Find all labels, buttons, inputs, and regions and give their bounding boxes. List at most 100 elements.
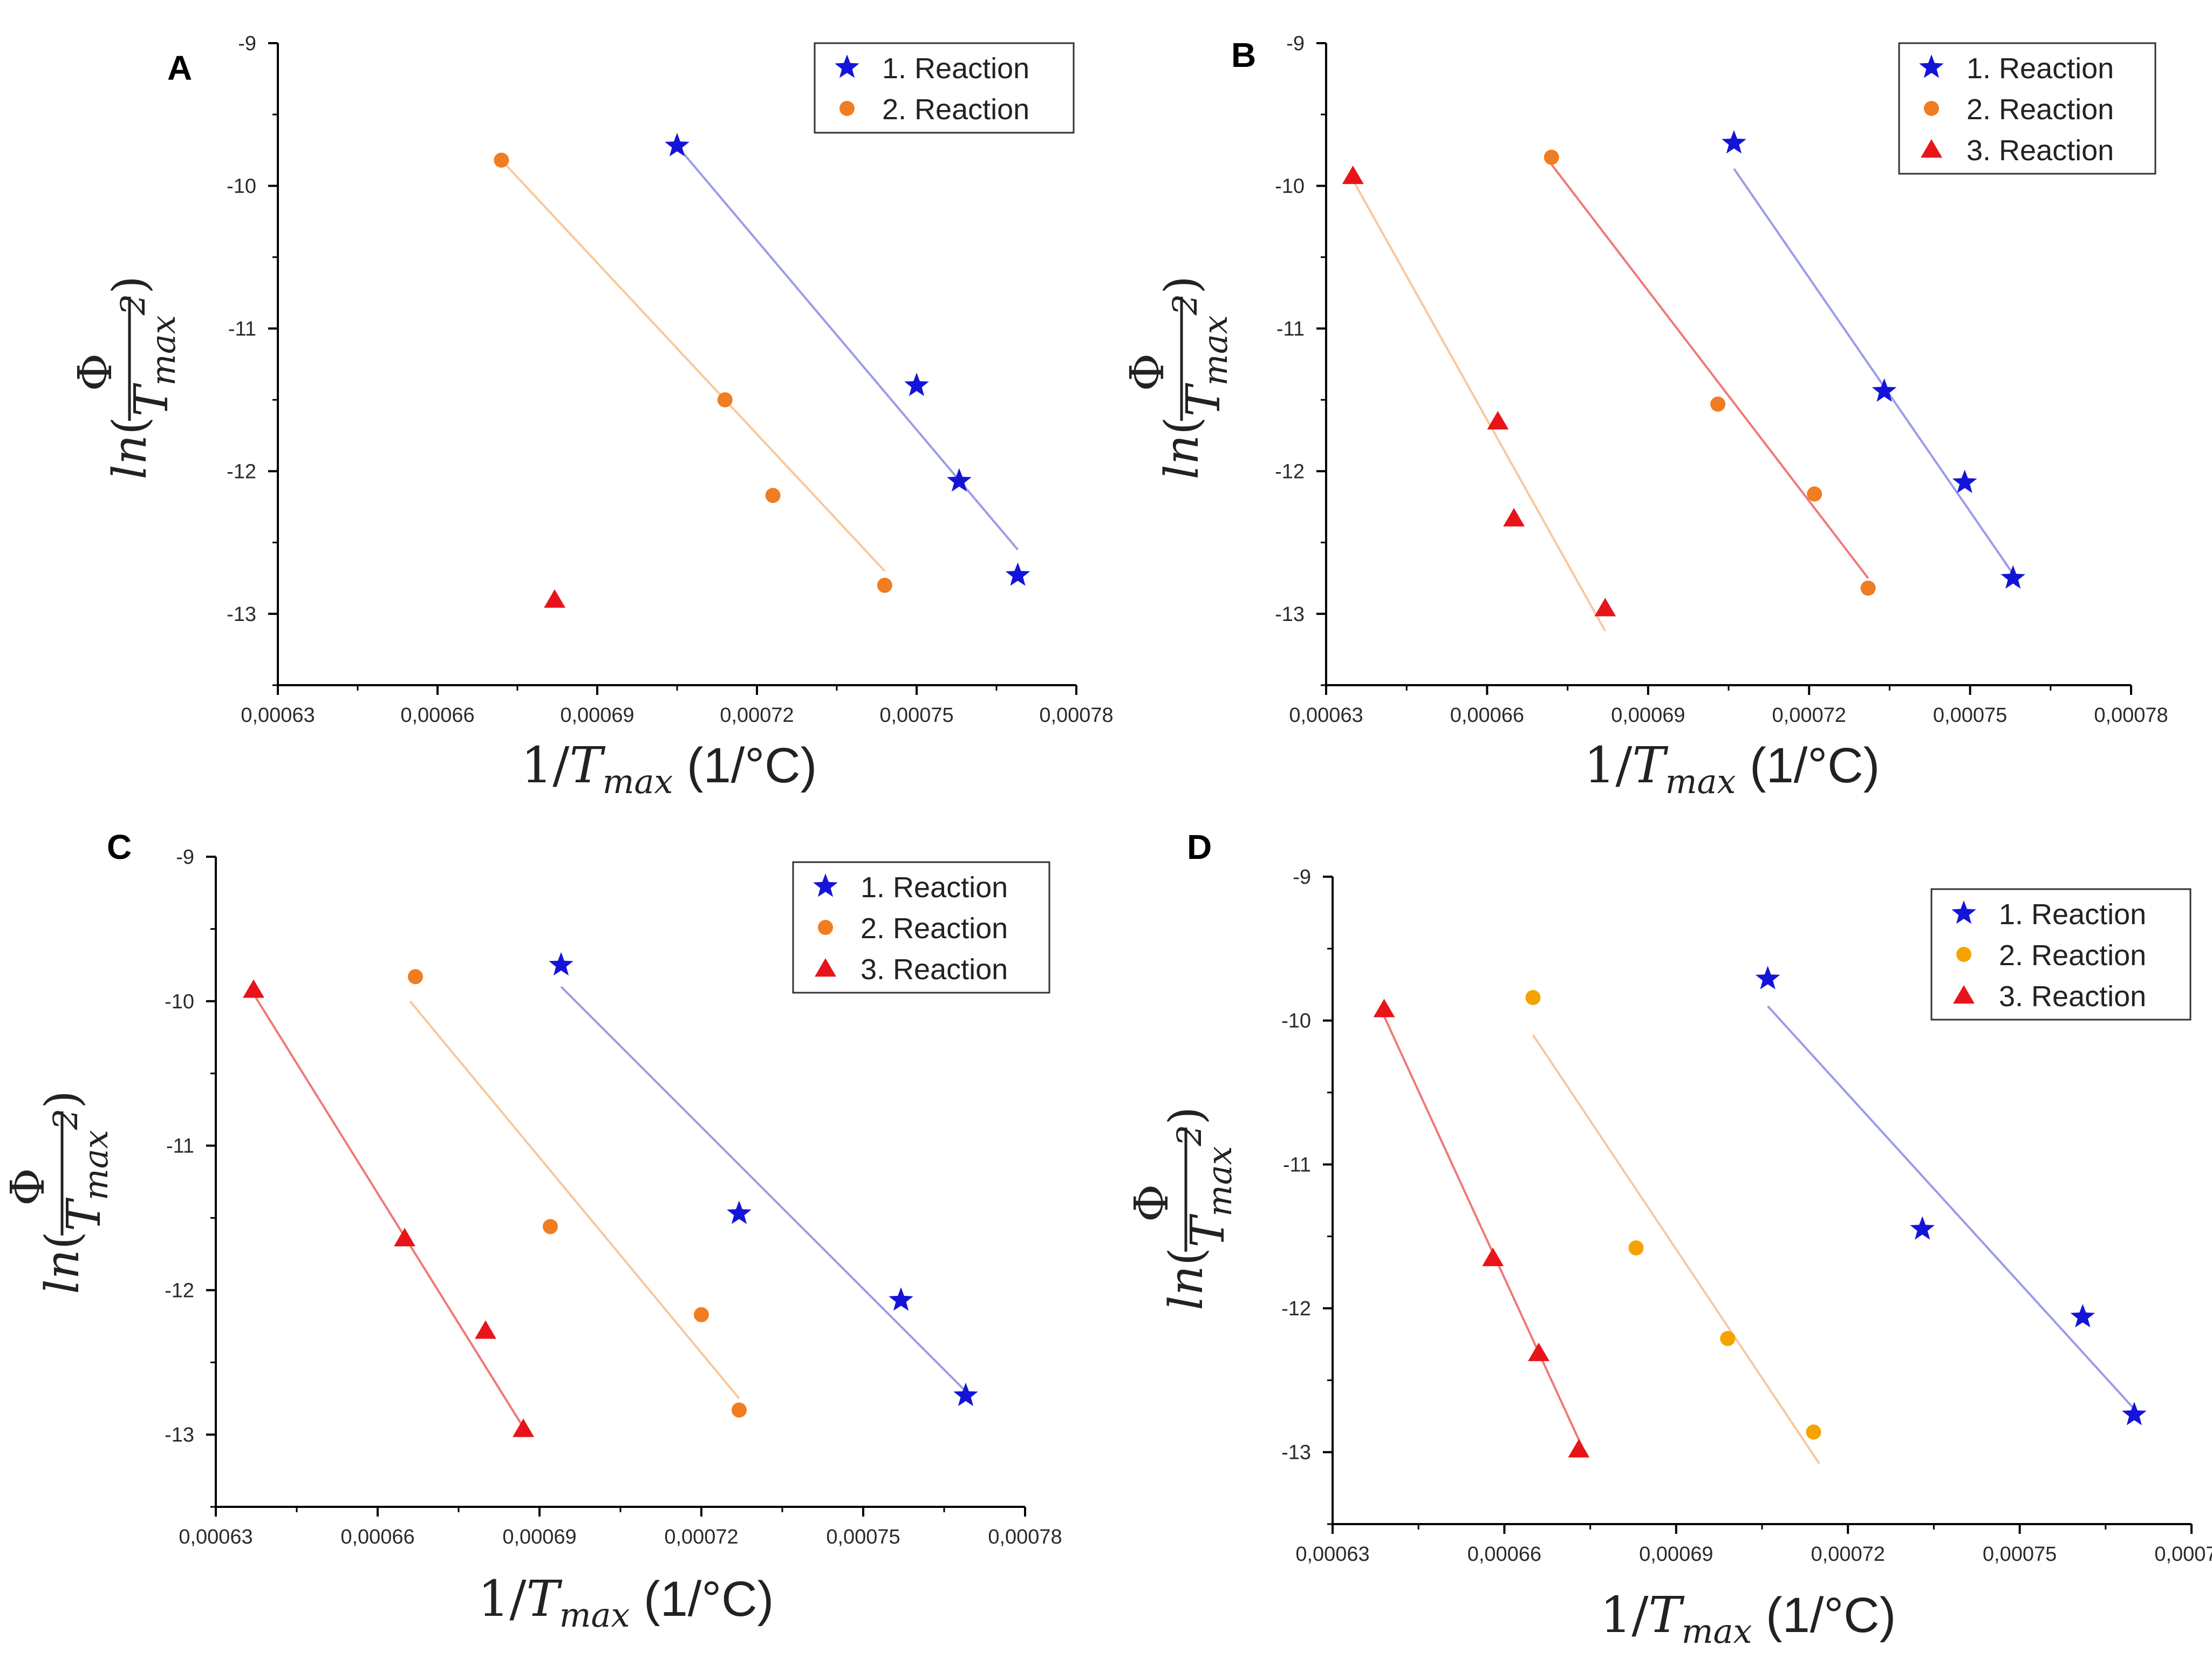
panel-letter: A [167, 49, 192, 87]
data-point [718, 392, 733, 407]
fit-line [677, 146, 1018, 549]
chart-panel-A: A 0,00063 0,00066 0,00069 0,00072 0,00075 0,00… [69, 32, 1114, 801]
chart-panel-C: C 0,00063 0,00066 0,00069 0,00072 0,00075 0,00… [1, 828, 1062, 1635]
legend-entry: 2. Reaction [882, 93, 1029, 126]
legend-entry: 3. Reaction [1999, 980, 2146, 1013]
figure-canvas: A 0,00063 0,00066 0,00069 0,00072 0,00075 0,00… [0, 0, 2212, 1666]
data-point [1528, 1343, 1549, 1361]
data-point [947, 468, 972, 492]
x-axis-title-sub: max [1682, 1612, 1752, 1651]
data-point [904, 373, 929, 396]
y-tick-label: -13 [1275, 603, 1305, 626]
y-axis-title-sub: max [76, 1130, 115, 1200]
x-tick-label: 0,00069 [1639, 1543, 1713, 1566]
chart-panel-B: B 0,00063 0,00066 0,00069 0,00072 0,00075 0,00… [1121, 32, 2168, 801]
y-tick-label: -11 [228, 318, 256, 340]
legend: 1. Reaction 2. Reaction 3. Reaction [1899, 43, 2155, 174]
y-axis-title-sub: max [1196, 315, 1235, 386]
y-tick-label: -10 [1275, 175, 1305, 197]
x-tick-label: 0,00078 [2154, 1543, 2212, 1566]
data-point [1544, 150, 1559, 165]
data-point [475, 1320, 496, 1339]
legend-marker [1956, 947, 1971, 962]
y-axis-title-fn: ln [103, 435, 157, 480]
x-tick-label: 0,00063 [1289, 704, 1363, 727]
x-axis-title-unit: (1/°C) [673, 738, 817, 793]
x-tick-label: 0,00066 [340, 1526, 414, 1548]
x-axis-title-unit: (1/°C) [630, 1572, 774, 1627]
data-point [732, 1403, 747, 1418]
data-point [2122, 1402, 2147, 1425]
legend-marker [818, 920, 833, 935]
x-axis-title: 1/Tmax (1/°C) [478, 1570, 774, 1635]
y-tick-label: -12 [227, 460, 256, 483]
x-axis-title-var: T [1632, 736, 1668, 794]
data-point [543, 1219, 558, 1234]
y-axis-title-numerator: Φ [1125, 1184, 1179, 1223]
y-tick-label: -9 [1286, 32, 1305, 55]
x-tick-label: 0,00063 [179, 1526, 252, 1548]
x-tick-label: 0,00075 [1983, 1543, 2057, 1566]
x-tick-label: 0,00063 [1295, 1543, 1369, 1566]
y-axis-title-close: ) [36, 1090, 90, 1109]
y-tick-label: -13 [1281, 1442, 1311, 1464]
fit-line [1533, 1035, 1819, 1464]
data-point [1910, 1216, 1935, 1239]
data-point [694, 1307, 709, 1322]
y-axis-title-numerator: Φ [1, 1168, 55, 1206]
data-point [1503, 508, 1525, 527]
x-tick-label: 0,00066 [400, 704, 474, 727]
x-axis-title: 1/Tmax (1/°C) [1584, 736, 1880, 801]
fit-line [561, 987, 966, 1391]
x-axis-title-var: T [1648, 1586, 1684, 1644]
fit-line [501, 160, 884, 571]
x-tick-label: 0,00072 [664, 1526, 738, 1548]
y-tick-label: -9 [176, 846, 194, 869]
y-axis-title-exp: 2 [46, 1109, 85, 1130]
fit-line [1384, 1016, 1585, 1452]
panel-letter: D [1187, 828, 1212, 866]
y-axis-title-sub: max [144, 315, 183, 386]
x-axis-title-sub: max [603, 762, 673, 801]
data-point [494, 153, 509, 168]
y-axis-title-fn: ln [1155, 435, 1209, 480]
legend-entry: 1. Reaction [861, 871, 1008, 904]
x-tick-label: 0,00066 [1450, 704, 1524, 727]
y-axis-title-exp: 2 [1165, 294, 1205, 316]
x-axis-title-prefix: 1/ [478, 1570, 527, 1628]
y-axis-title-sub: max [1200, 1146, 1239, 1217]
data-point [665, 133, 689, 156]
y-axis-title-fn: ln [36, 1250, 90, 1294]
data-point [1806, 1424, 1821, 1439]
x-axis-title: 1/Tmax (1/°C) [1600, 1586, 1896, 1651]
data-point [549, 952, 574, 975]
data-point [1482, 1248, 1504, 1266]
data-point [1722, 130, 1746, 153]
data-point [877, 578, 892, 593]
legend: 1. Reaction 2. Reaction 3. Reaction [1931, 889, 2190, 1020]
panel-letter: C [107, 828, 132, 866]
y-tick-label: -11 [1276, 318, 1305, 340]
x-tick-label: 0,00072 [1811, 1543, 1885, 1566]
y-axis-title-var: T [1177, 383, 1231, 416]
data-point [1374, 999, 1395, 1017]
data-point [1525, 990, 1540, 1005]
x-axis-title-var: T [569, 736, 605, 794]
y-axis-title-close: ) [103, 276, 157, 294]
x-tick-label: 0,00072 [720, 704, 794, 727]
y-axis-title-exp: 2 [113, 294, 153, 316]
x-tick-label: 0,00063 [241, 704, 315, 727]
fit-line [1552, 165, 1868, 578]
legend-entry: 2. Reaction [1999, 939, 2146, 972]
x-axis-title: 1/Tmax (1/°C) [521, 736, 817, 801]
y-tick-label: -11 [1283, 1153, 1311, 1176]
y-axis-title-var: T [125, 383, 179, 416]
data-point [1720, 1331, 1735, 1346]
data-point [889, 1287, 913, 1310]
y-axis-title-close: ) [1155, 276, 1209, 294]
y-tick-label: -12 [165, 1279, 194, 1302]
y-axis-title-numerator: Φ [1121, 353, 1175, 392]
data-point [2001, 565, 2025, 589]
x-axis-title-prefix: 1/ [521, 736, 570, 794]
x-tick-label: 0,00075 [1933, 704, 2007, 727]
